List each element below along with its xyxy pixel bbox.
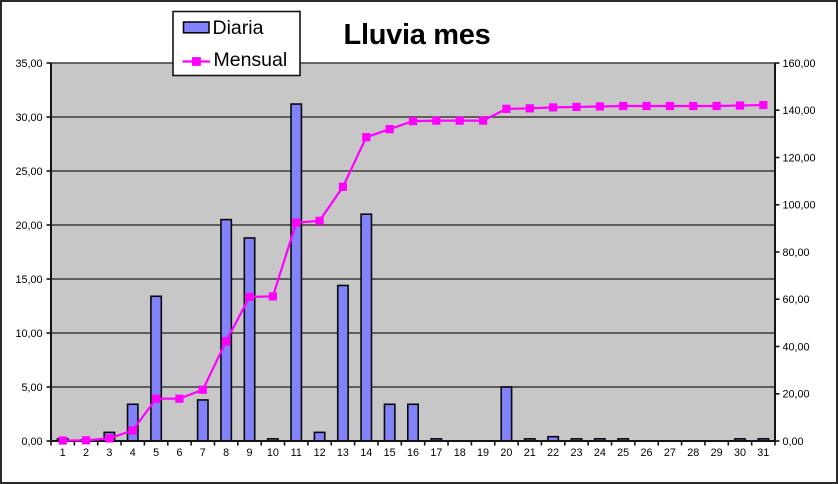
svg-text:26: 26 [641, 447, 653, 459]
svg-text:24: 24 [594, 447, 606, 459]
svg-text:80,00: 80,00 [783, 247, 810, 259]
svg-text:9: 9 [247, 447, 253, 459]
svg-text:0,00: 0,00 [21, 436, 42, 448]
svg-text:12: 12 [314, 447, 326, 459]
svg-text:30,00: 30,00 [15, 112, 42, 124]
svg-text:10: 10 [267, 447, 279, 459]
svg-text:5: 5 [153, 447, 159, 459]
svg-text:15,00: 15,00 [15, 274, 42, 286]
svg-text:19: 19 [477, 447, 489, 459]
svg-text:21: 21 [524, 447, 536, 459]
svg-text:22: 22 [547, 447, 559, 459]
svg-text:3: 3 [106, 447, 112, 459]
svg-text:11: 11 [291, 447, 302, 459]
svg-text:40,00: 40,00 [783, 341, 810, 353]
svg-text:140,00: 140,00 [783, 105, 816, 117]
svg-text:15: 15 [384, 447, 396, 459]
svg-text:29: 29 [711, 447, 723, 459]
svg-text:10,00: 10,00 [15, 328, 42, 340]
svg-text:120,00: 120,00 [783, 152, 816, 164]
svg-text:1: 1 [60, 447, 66, 459]
svg-text:Lluvia mes: Lluvia mes [344, 19, 491, 51]
svg-text:20,00: 20,00 [783, 389, 810, 401]
svg-text:20: 20 [500, 447, 512, 459]
svg-text:0,00: 0,00 [783, 436, 804, 448]
svg-text:23: 23 [570, 447, 582, 459]
svg-text:30: 30 [734, 447, 746, 459]
svg-text:60,00: 60,00 [783, 294, 810, 306]
svg-text:28: 28 [687, 447, 699, 459]
svg-text:13: 13 [337, 447, 349, 459]
svg-text:16: 16 [407, 447, 419, 459]
svg-text:8: 8 [223, 447, 229, 459]
svg-text:18: 18 [454, 447, 466, 459]
svg-text:27: 27 [664, 447, 676, 459]
svg-text:25,00: 25,00 [15, 166, 42, 178]
svg-text:14: 14 [360, 447, 372, 459]
svg-text:6: 6 [176, 447, 182, 459]
svg-text:100,00: 100,00 [783, 200, 816, 212]
svg-text:31: 31 [757, 447, 769, 459]
svg-text:2: 2 [83, 447, 89, 459]
svg-text:5,00: 5,00 [21, 382, 42, 394]
svg-text:25: 25 [617, 447, 629, 459]
svg-text:17: 17 [430, 447, 442, 459]
svg-text:20,00: 20,00 [15, 220, 42, 232]
svg-text:7: 7 [200, 447, 206, 459]
svg-text:160,00: 160,00 [783, 58, 816, 70]
svg-text:Diaria: Diaria [213, 17, 264, 39]
svg-text:35,00: 35,00 [15, 58, 42, 70]
svg-text:Mensual: Mensual [214, 49, 288, 71]
svg-text:4: 4 [130, 447, 136, 459]
